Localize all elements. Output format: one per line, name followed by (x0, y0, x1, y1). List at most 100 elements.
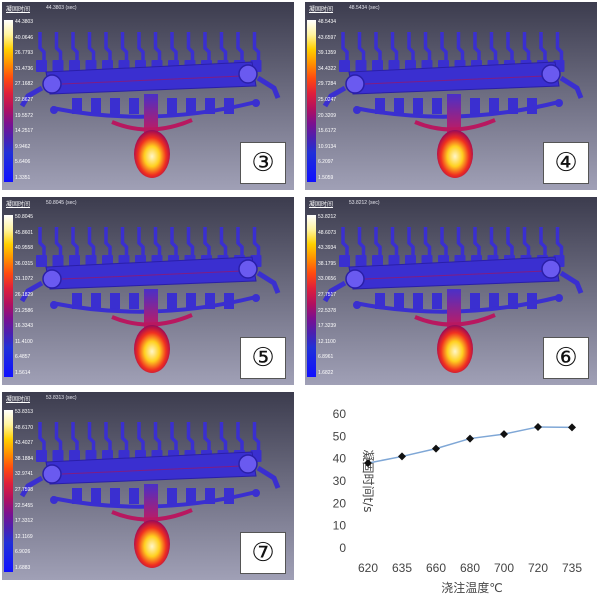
color-scale-tick-label: 43.6597 (318, 34, 337, 41)
color-scale-ticks: 53.8313 48.6170 43.4027 38.1884 32.9741 27.75… (15, 409, 55, 573)
casting-image (2, 2, 294, 190)
color-scale-tick-label: 6.2097 (318, 159, 334, 166)
color-scale-tick-label: 38.1884 (15, 455, 34, 462)
color-scale-tick-label: 1.6883 (15, 565, 31, 571)
color-scale-tick-label: 12.1100 (318, 338, 336, 345)
x-tick-label: 680 (460, 561, 480, 575)
color-scale-tick-label: 14.2517 (15, 128, 34, 135)
color-scale-tick-label: 38.1795 (318, 260, 337, 267)
simulation-panel-4: 凝固时间 48.5434 (sec) 48.5434 43.6597 39.1359 34… (305, 2, 597, 190)
casting-geometry (322, 227, 584, 373)
x-tick-label: 620 (358, 561, 378, 575)
color-scale-tick-label: 10.9134 (318, 143, 337, 150)
data-point-marker (432, 444, 440, 453)
color-scale-tick-label: 20.3209 (318, 112, 337, 119)
panel-time: 48.5434 (sec) (349, 5, 380, 11)
color-scale-tick-label: 19.5572 (15, 112, 34, 119)
color-scale-tick-label: 15.6172 (318, 128, 337, 135)
color-scale-tick-label: 32.9741 (15, 471, 34, 478)
casting-image (305, 2, 597, 190)
color-scale-tick-label: 48.6073 (318, 229, 337, 236)
color-scale-tick-label: 34.4322 (318, 65, 337, 72)
color-scale-tick-label: 1.5614 (15, 370, 31, 376)
color-scale-bar (4, 215, 13, 377)
panel-time: 50.8045 (sec) (46, 200, 77, 206)
panel-title: 凝固时间 (309, 6, 334, 13)
panel-title: 凝固时间 (6, 396, 31, 403)
color-scale-tick-label: 1.6822 (318, 370, 334, 376)
color-scale-tick-label: 17.3239 (318, 323, 337, 330)
color-scale-bar (307, 20, 316, 182)
y-tick-label: 40 (333, 452, 347, 466)
color-scale-tick-label: 36.0315 (15, 260, 34, 267)
color-scale-tick-label: 40.9558 (15, 245, 34, 252)
chart-background (300, 392, 600, 598)
color-scale-ticks: 53.8212 48.6073 43.3934 38.1795 33.0656 27.75… (318, 214, 358, 378)
panel-title: 凝固时间 (309, 201, 334, 208)
x-tick-label: 700 (494, 561, 514, 575)
color-scale-tick-label: 27.7598 (15, 487, 34, 493)
panel-time: 44.3803 (sec) (46, 5, 77, 11)
color-scale-bar (307, 215, 316, 377)
y-tick-label: 0 (339, 541, 346, 555)
casting-geometry (19, 227, 281, 373)
color-scale-tick-label: 48.6170 (15, 424, 34, 431)
color-scale-tick-label: 31.4736 (15, 65, 34, 72)
data-point-marker (568, 423, 576, 432)
simulation-panel-3: 凝固时间 44.3803 (sec) 44.3803 40.0646 26.7793 31… (2, 2, 294, 190)
panel-time: 53.8313 (sec) (46, 395, 77, 401)
color-scale-tick-label: 22.5378 (318, 307, 337, 314)
color-scale-tick-label: 33.0656 (318, 276, 337, 283)
case-number-badge: ⑤ (240, 337, 286, 379)
color-scale-tick-label: 21.2586 (15, 307, 34, 314)
color-scale-tick-label: 6.9026 (15, 549, 31, 556)
simulation-panel-5: 凝固时间 50.8045 (sec) 50.8045 45.8601 40.9558 36… (2, 197, 294, 385)
panel-time: 53.8212 (sec) (349, 200, 380, 206)
color-scale-tick-label: 26.7793 (15, 50, 34, 57)
color-scale-tick-label: 53.8212 (318, 214, 337, 220)
y-tick-label: 50 (333, 429, 347, 443)
solidification-time-chart: 0 10 20 30 40 50 60 620 635 660 680 700 720 735 浇注温度℃ 凝… (300, 392, 600, 598)
y-tick-label: 60 (333, 407, 347, 421)
color-scale-tick-label: 40.0646 (15, 34, 34, 41)
color-scale-tick-label: 48.5434 (318, 19, 337, 25)
color-scale-tick-label: 22.8627 (15, 97, 34, 103)
y-tick-label: 10 (333, 519, 347, 533)
panel-title: 凝固时间 (6, 201, 31, 208)
color-scale-tick-label: 17.3312 (15, 518, 34, 525)
color-scale-tick-label: 45.8601 (15, 229, 34, 236)
casting-geometry (19, 422, 281, 568)
simulation-panel-6: 凝固时间 53.8212 (sec) 53.8212 48.6073 43.3934 38… (305, 197, 597, 385)
color-scale-tick-label: 26.1829 (15, 292, 34, 298)
color-scale-tick-label: 6.8961 (318, 354, 334, 361)
y-axis-title: 凝固时间t/s (361, 449, 376, 512)
simulation-panel-7: 凝固时间 53.8313 (sec) 53.8313 48.6170 43.4027 38… (2, 392, 294, 580)
color-scale-bar (4, 20, 13, 182)
color-scale-tick-label: 12.1169 (15, 533, 33, 540)
color-scale-ticks: 44.3803 40.0646 26.7793 31.4736 27.1682 22.86… (15, 19, 55, 183)
color-scale-bar (4, 410, 13, 572)
y-tick-label: 30 (333, 474, 347, 488)
casting-geometry (322, 32, 584, 178)
casting-image (305, 197, 597, 385)
case-number-badge: ④ (543, 142, 589, 184)
case-number-badge: ⑥ (543, 337, 589, 379)
data-point-marker (364, 459, 372, 468)
color-scale-tick-label: 29.7284 (318, 81, 337, 88)
color-scale-tick-label: 5.6406 (15, 159, 31, 166)
panel-title: 凝固时间 (6, 6, 31, 13)
case-number-badge: ⑦ (240, 532, 286, 574)
x-tick-label: 660 (426, 561, 446, 575)
color-scale-tick-label: 25.0247 (318, 97, 337, 103)
color-scale-tick-label: 27.7517 (318, 292, 337, 298)
color-scale-tick-label: 11.4100 (15, 338, 33, 345)
color-scale-tick-label: 6.4857 (15, 354, 31, 361)
x-tick-label: 720 (528, 561, 548, 575)
color-scale-ticks: 50.8045 45.8601 40.9558 36.0315 31.1072 26.18… (15, 214, 55, 378)
x-tick-label: 635 (392, 561, 412, 575)
x-axis-title: 浇注温度℃ (441, 580, 502, 595)
data-point-marker (398, 452, 406, 461)
color-scale-tick-label: 1.3351 (15, 175, 31, 181)
color-scale-tick-label: 9.9462 (15, 143, 31, 150)
data-point-marker (466, 434, 474, 443)
